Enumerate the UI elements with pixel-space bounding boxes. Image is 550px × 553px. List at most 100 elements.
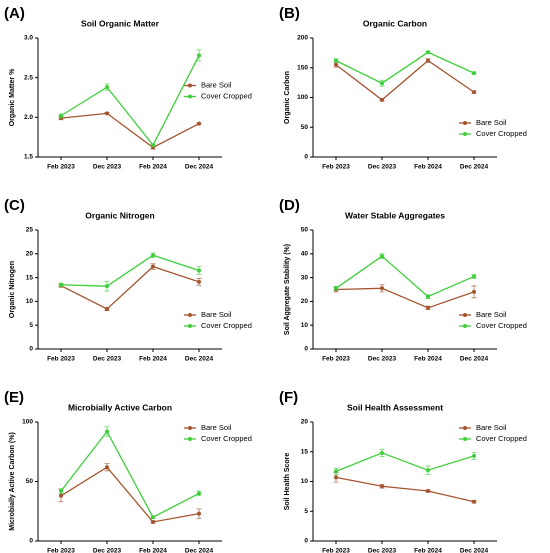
y-tick-label: 50 bbox=[301, 227, 309, 234]
series-line bbox=[60, 112, 200, 149]
y-tick-label: 15 bbox=[26, 274, 34, 281]
data-point bbox=[59, 493, 63, 498]
data-point bbox=[197, 491, 201, 496]
x-tick-label: Feb 2023 bbox=[47, 164, 75, 171]
y-tick-label: 5 bbox=[304, 508, 308, 515]
data-point bbox=[105, 284, 109, 289]
panel-label: (A) bbox=[4, 5, 25, 22]
legend-label: Bare Soil bbox=[201, 423, 232, 432]
legend-marker bbox=[188, 313, 192, 317]
chart-title: Organic Carbon bbox=[363, 18, 427, 28]
x-tick-label: Dec 2024 bbox=[460, 356, 489, 363]
y-axis-label: Soil Health Score bbox=[284, 453, 291, 511]
y-tick-label: 100 bbox=[22, 419, 33, 426]
y-axis-label: Soil Aggregate Stability (%) bbox=[284, 244, 291, 335]
data-point bbox=[334, 62, 338, 67]
data-point bbox=[105, 429, 109, 434]
x-tick-label: Feb 2023 bbox=[322, 548, 350, 553]
y-axis-label: Organic Nitrogen bbox=[9, 261, 16, 318]
x-tick-label: Dec 2023 bbox=[93, 548, 122, 553]
x-tick-label: Feb 2023 bbox=[322, 356, 350, 363]
data-point bbox=[197, 121, 201, 126]
data-point bbox=[105, 307, 109, 312]
data-point bbox=[380, 484, 384, 489]
chart-panel: (B) Organic Carbon Organic Carbon 0 50 100 150… bbox=[279, 5, 527, 171]
x-tick-label: Dec 2023 bbox=[368, 548, 397, 553]
x-tick-label: Dec 2023 bbox=[93, 356, 122, 363]
y-axis-label: Microbially Active Carbon (%) bbox=[9, 432, 16, 531]
data-point bbox=[105, 111, 109, 116]
data-point bbox=[151, 143, 155, 148]
y-tick-label: 20 bbox=[301, 419, 309, 426]
x-tick-label: Dec 2024 bbox=[185, 356, 214, 363]
data-point bbox=[426, 50, 430, 55]
data-point bbox=[197, 268, 201, 273]
chart-title: Soil Health Assessment bbox=[347, 402, 443, 412]
series-line bbox=[335, 452, 475, 472]
chart-panel: (A) Soil Organic Matter Organic Matter % 1.… bbox=[4, 5, 252, 171]
data-point bbox=[151, 515, 155, 520]
data-point bbox=[105, 465, 109, 470]
y-tick-label: 10 bbox=[301, 478, 309, 485]
series-line bbox=[335, 51, 475, 84]
y-tick-label: 10 bbox=[26, 298, 34, 305]
y-tick-label: 2.5 bbox=[24, 74, 33, 81]
data-point bbox=[59, 113, 63, 118]
legend-label: Bare Soil bbox=[476, 423, 507, 432]
x-tick-label: Dec 2024 bbox=[185, 164, 214, 171]
chart-panel: (D) Water Stable Aggregates Soil Aggregate… bbox=[279, 197, 527, 363]
series-line bbox=[335, 59, 475, 101]
data-point bbox=[334, 286, 338, 291]
legend-label: Cover Cropped bbox=[201, 434, 252, 443]
data-point bbox=[197, 279, 201, 284]
data-point bbox=[426, 294, 430, 299]
data-point bbox=[380, 254, 384, 259]
x-tick-label: Dec 2024 bbox=[185, 548, 214, 553]
data-point bbox=[59, 282, 63, 287]
data-point bbox=[151, 264, 155, 269]
legend-marker bbox=[463, 437, 467, 441]
y-tick-label: 0 bbox=[304, 154, 308, 161]
series-line bbox=[335, 287, 475, 309]
y-tick-label: 0 bbox=[304, 538, 308, 545]
series-line bbox=[60, 466, 200, 523]
y-tick-label: 0 bbox=[304, 346, 308, 353]
panel-label: (E) bbox=[4, 389, 24, 406]
chart-title: Soil Organic Matter bbox=[81, 18, 160, 28]
chart-panel: (E) Microbially Active Carbon Microbially … bbox=[4, 389, 252, 553]
y-tick-label: 20 bbox=[26, 251, 34, 258]
data-point bbox=[151, 519, 155, 524]
y-tick-label: 200 bbox=[297, 35, 308, 42]
panel-label: (D) bbox=[279, 197, 300, 214]
x-tick-label: Dec 2024 bbox=[460, 548, 489, 553]
legend-label: Cover Cropped bbox=[476, 321, 527, 330]
legend-marker bbox=[188, 83, 192, 88]
y-tick-label: 50 bbox=[26, 478, 34, 485]
legend-label: Bare Soil bbox=[476, 118, 507, 127]
x-tick-label: Dec 2023 bbox=[368, 164, 397, 171]
y-tick-label: 30 bbox=[301, 274, 309, 281]
data-point bbox=[334, 58, 338, 63]
series-line bbox=[60, 55, 200, 147]
x-tick-label: Feb 2023 bbox=[47, 356, 75, 363]
x-tick-label: Feb 2024 bbox=[414, 164, 442, 171]
data-point bbox=[380, 286, 384, 291]
data-point bbox=[334, 469, 338, 474]
data-point bbox=[197, 511, 201, 516]
data-point bbox=[426, 468, 430, 473]
data-point bbox=[334, 475, 338, 480]
data-point bbox=[105, 85, 109, 90]
x-tick-label: Dec 2023 bbox=[93, 164, 122, 171]
y-tick-label: 5 bbox=[29, 322, 33, 329]
y-tick-label: 100 bbox=[297, 94, 308, 101]
series-line bbox=[60, 254, 200, 287]
data-point bbox=[59, 489, 63, 494]
data-point bbox=[472, 71, 476, 76]
x-tick-label: Dec 2024 bbox=[460, 164, 489, 171]
chart-title: Organic Nitrogen bbox=[85, 210, 154, 220]
legend-marker bbox=[463, 426, 467, 430]
chart-title: Water Stable Aggregates bbox=[345, 210, 445, 220]
chart-title: Microbially Active Carbon bbox=[68, 402, 172, 412]
legend-label: Cover Cropped bbox=[476, 434, 527, 443]
legend-marker bbox=[188, 437, 192, 441]
